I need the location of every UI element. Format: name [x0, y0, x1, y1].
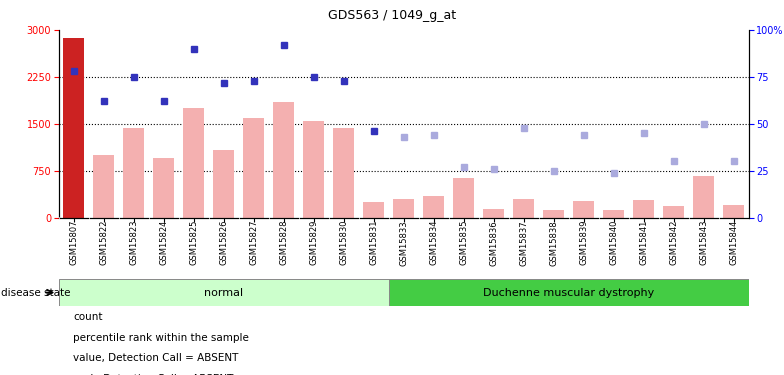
- Bar: [274, 102, 294, 218]
- Text: disease state: disease state: [1, 288, 71, 297]
- Bar: [213, 150, 234, 217]
- Bar: [303, 121, 325, 218]
- Text: GSM15836: GSM15836: [489, 220, 499, 266]
- Text: GSM15825: GSM15825: [189, 220, 198, 266]
- Bar: [514, 200, 534, 217]
- Text: GDS563 / 1049_g_at: GDS563 / 1049_g_at: [328, 9, 456, 22]
- Bar: [333, 128, 354, 218]
- Bar: [59, 279, 389, 306]
- Text: percentile rank within the sample: percentile rank within the sample: [73, 333, 249, 343]
- Text: value, Detection Call = ABSENT: value, Detection Call = ABSENT: [73, 354, 238, 363]
- Text: GSM15840: GSM15840: [609, 220, 619, 266]
- Bar: [154, 158, 174, 218]
- Text: GSM15827: GSM15827: [249, 220, 258, 266]
- Text: GSM15828: GSM15828: [279, 220, 289, 266]
- Text: GSM15844: GSM15844: [729, 220, 739, 266]
- Bar: [573, 201, 594, 217]
- Text: GSM15833: GSM15833: [399, 220, 408, 266]
- Bar: [64, 38, 85, 218]
- Text: count: count: [73, 312, 103, 322]
- Text: GSM15837: GSM15837: [519, 220, 528, 266]
- Text: GSM15830: GSM15830: [339, 220, 348, 266]
- Text: GSM15824: GSM15824: [159, 220, 169, 266]
- Bar: [389, 279, 749, 306]
- Bar: [423, 196, 445, 217]
- Bar: [663, 206, 684, 218]
- Bar: [123, 128, 144, 217]
- Text: GSM15834: GSM15834: [430, 220, 438, 266]
- Text: GSM15841: GSM15841: [639, 220, 648, 266]
- Text: normal: normal: [204, 288, 243, 297]
- Bar: [453, 177, 474, 218]
- Text: GSM15831: GSM15831: [369, 220, 378, 266]
- Text: GSM15843: GSM15843: [699, 220, 708, 266]
- Text: GSM15807: GSM15807: [69, 220, 78, 266]
- Text: GSM15839: GSM15839: [579, 220, 588, 266]
- Bar: [483, 209, 504, 218]
- Bar: [93, 155, 114, 218]
- Bar: [693, 176, 714, 217]
- Bar: [394, 199, 414, 217]
- Bar: [633, 200, 654, 217]
- Text: GSM15826: GSM15826: [220, 220, 228, 266]
- Text: GSM15822: GSM15822: [100, 220, 108, 266]
- Bar: [543, 210, 564, 218]
- Text: GSM15842: GSM15842: [670, 220, 678, 266]
- Text: GSM15829: GSM15829: [309, 220, 318, 266]
- Text: GSM15835: GSM15835: [459, 220, 468, 266]
- Bar: [363, 202, 384, 217]
- Bar: [183, 108, 205, 218]
- Text: Duchenne muscular dystrophy: Duchenne muscular dystrophy: [483, 288, 655, 297]
- Text: GSM15838: GSM15838: [550, 220, 558, 266]
- Bar: [603, 210, 624, 218]
- Text: GSM15823: GSM15823: [129, 220, 138, 266]
- Text: rank, Detection Call = ABSENT: rank, Detection Call = ABSENT: [73, 374, 234, 375]
- Bar: [243, 117, 264, 218]
- Bar: [723, 205, 744, 218]
